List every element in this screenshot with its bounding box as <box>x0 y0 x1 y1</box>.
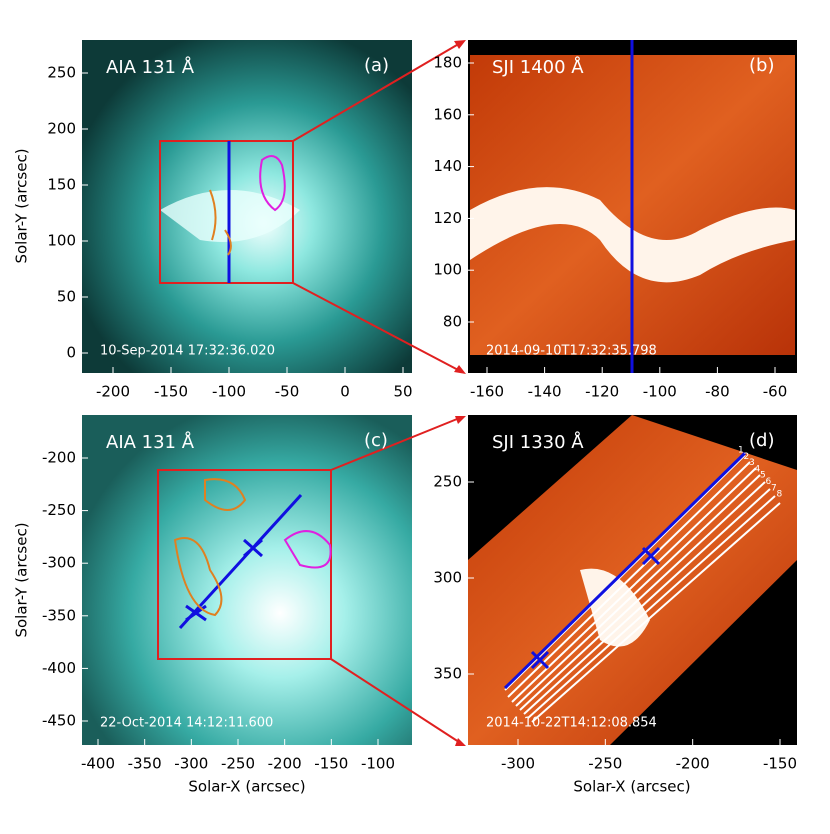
y-tick-label: -350 <box>42 606 76 624</box>
slit-label: 1 <box>738 446 744 456</box>
x-tick-label: 0 <box>340 383 350 401</box>
x-tick-label: -60 <box>763 383 788 401</box>
image-c <box>82 415 412 745</box>
y-tick-label: 250 <box>47 64 76 82</box>
y-tick-label: 50 <box>57 288 76 306</box>
y-tick-label: 150 <box>47 176 76 194</box>
x-tick-label: -200 <box>676 755 710 773</box>
x-tick-label: -120 <box>585 383 619 401</box>
y-tick-label: -250 <box>42 501 76 519</box>
contour <box>209 189 232 256</box>
x-tick-label: -350 <box>128 755 162 773</box>
panel-title: SJI 1400 Å <box>492 56 584 78</box>
y-tick-label: 140 <box>433 157 462 175</box>
y-axis-label: Solar-Y (arcsec) <box>13 522 31 637</box>
x-tick-label: -100 <box>361 755 395 773</box>
panel-label: (c) <box>364 430 388 451</box>
x-tick-label: -250 <box>588 755 622 773</box>
x-tick-label: -300 <box>501 755 535 773</box>
x-tick-label: -200 <box>96 383 130 401</box>
x-tick-label: -100 <box>212 383 246 401</box>
x-tick-label: -80 <box>705 383 730 401</box>
marker <box>185 538 263 622</box>
bright <box>580 568 650 647</box>
x-tick-label: -150 <box>154 383 188 401</box>
fov-box <box>159 140 294 284</box>
y-tick-label: 120 <box>433 209 462 227</box>
panel-title: SJI 1330 Å <box>492 431 584 453</box>
y-tick-label: 300 <box>433 569 462 587</box>
y-tick-label: 250 <box>433 473 462 491</box>
slit-label: 2 <box>744 452 750 462</box>
y-tick-label: 0 <box>66 344 76 362</box>
y-tick-label: 100 <box>47 232 76 250</box>
timestamp: 2014-09-10T17:32:35.798 <box>486 344 657 359</box>
slit-label: 4 <box>755 464 761 474</box>
slit-label: 8 <box>777 490 783 500</box>
panel-label: (b) <box>749 55 774 76</box>
x-axis-label: Solar-X (arcsec) <box>573 778 690 796</box>
x-axis-label: Solar-X (arcsec) <box>188 778 305 796</box>
x-tick-label: -140 <box>528 383 562 401</box>
y-tick-label: -300 <box>42 554 76 572</box>
y-tick-label: -400 <box>42 659 76 677</box>
slit <box>503 451 747 690</box>
x-tick-label: -200 <box>268 755 302 773</box>
contour <box>259 155 286 212</box>
x-tick-label: -100 <box>643 383 677 401</box>
panel-title: AIA 131 Å <box>106 56 195 78</box>
contour <box>173 478 247 617</box>
marker <box>530 546 661 670</box>
y-tick-label: 180 <box>433 54 462 72</box>
fov-box <box>157 469 332 660</box>
y-tick-label: -450 <box>42 712 76 730</box>
panel-title: AIA 131 Å <box>106 431 195 453</box>
slit-label: 7 <box>771 483 777 493</box>
timestamp: 10-Sep-2014 17:32:36.020 <box>100 344 275 359</box>
x-tick-label: 50 <box>393 383 412 401</box>
y-axis-label: Solar-Y (arcsec) <box>13 148 31 263</box>
contour <box>283 530 332 569</box>
x-tick-label: -150 <box>763 755 797 773</box>
slit-label: 3 <box>749 458 755 468</box>
y-tick-label: 350 <box>433 665 462 683</box>
timestamp: 2014-10-22T14:12:08.854 <box>486 716 657 731</box>
x-tick-label: -50 <box>275 383 300 401</box>
x-tick-label: -150 <box>314 755 348 773</box>
slit-label: 6 <box>766 477 772 487</box>
x-tick-label: -400 <box>81 755 115 773</box>
panel-label: (d) <box>749 430 774 451</box>
timestamp: 22-Oct-2014 14:12:11.600 <box>100 716 273 731</box>
x-tick-label: -160 <box>470 383 504 401</box>
x-tick-label: -300 <box>174 755 208 773</box>
slit-label: 5 <box>760 471 766 481</box>
y-tick-label: 160 <box>433 105 462 123</box>
y-tick-label: 100 <box>433 261 462 279</box>
y-tick-label: 80 <box>443 313 462 331</box>
y-tick-label: -200 <box>42 449 76 467</box>
y-tick-label: 200 <box>47 120 76 138</box>
panel-label: (a) <box>364 55 389 76</box>
slit <box>178 493 303 630</box>
x-tick-label: -250 <box>221 755 255 773</box>
arrowhead <box>454 40 466 746</box>
connector <box>292 41 463 745</box>
